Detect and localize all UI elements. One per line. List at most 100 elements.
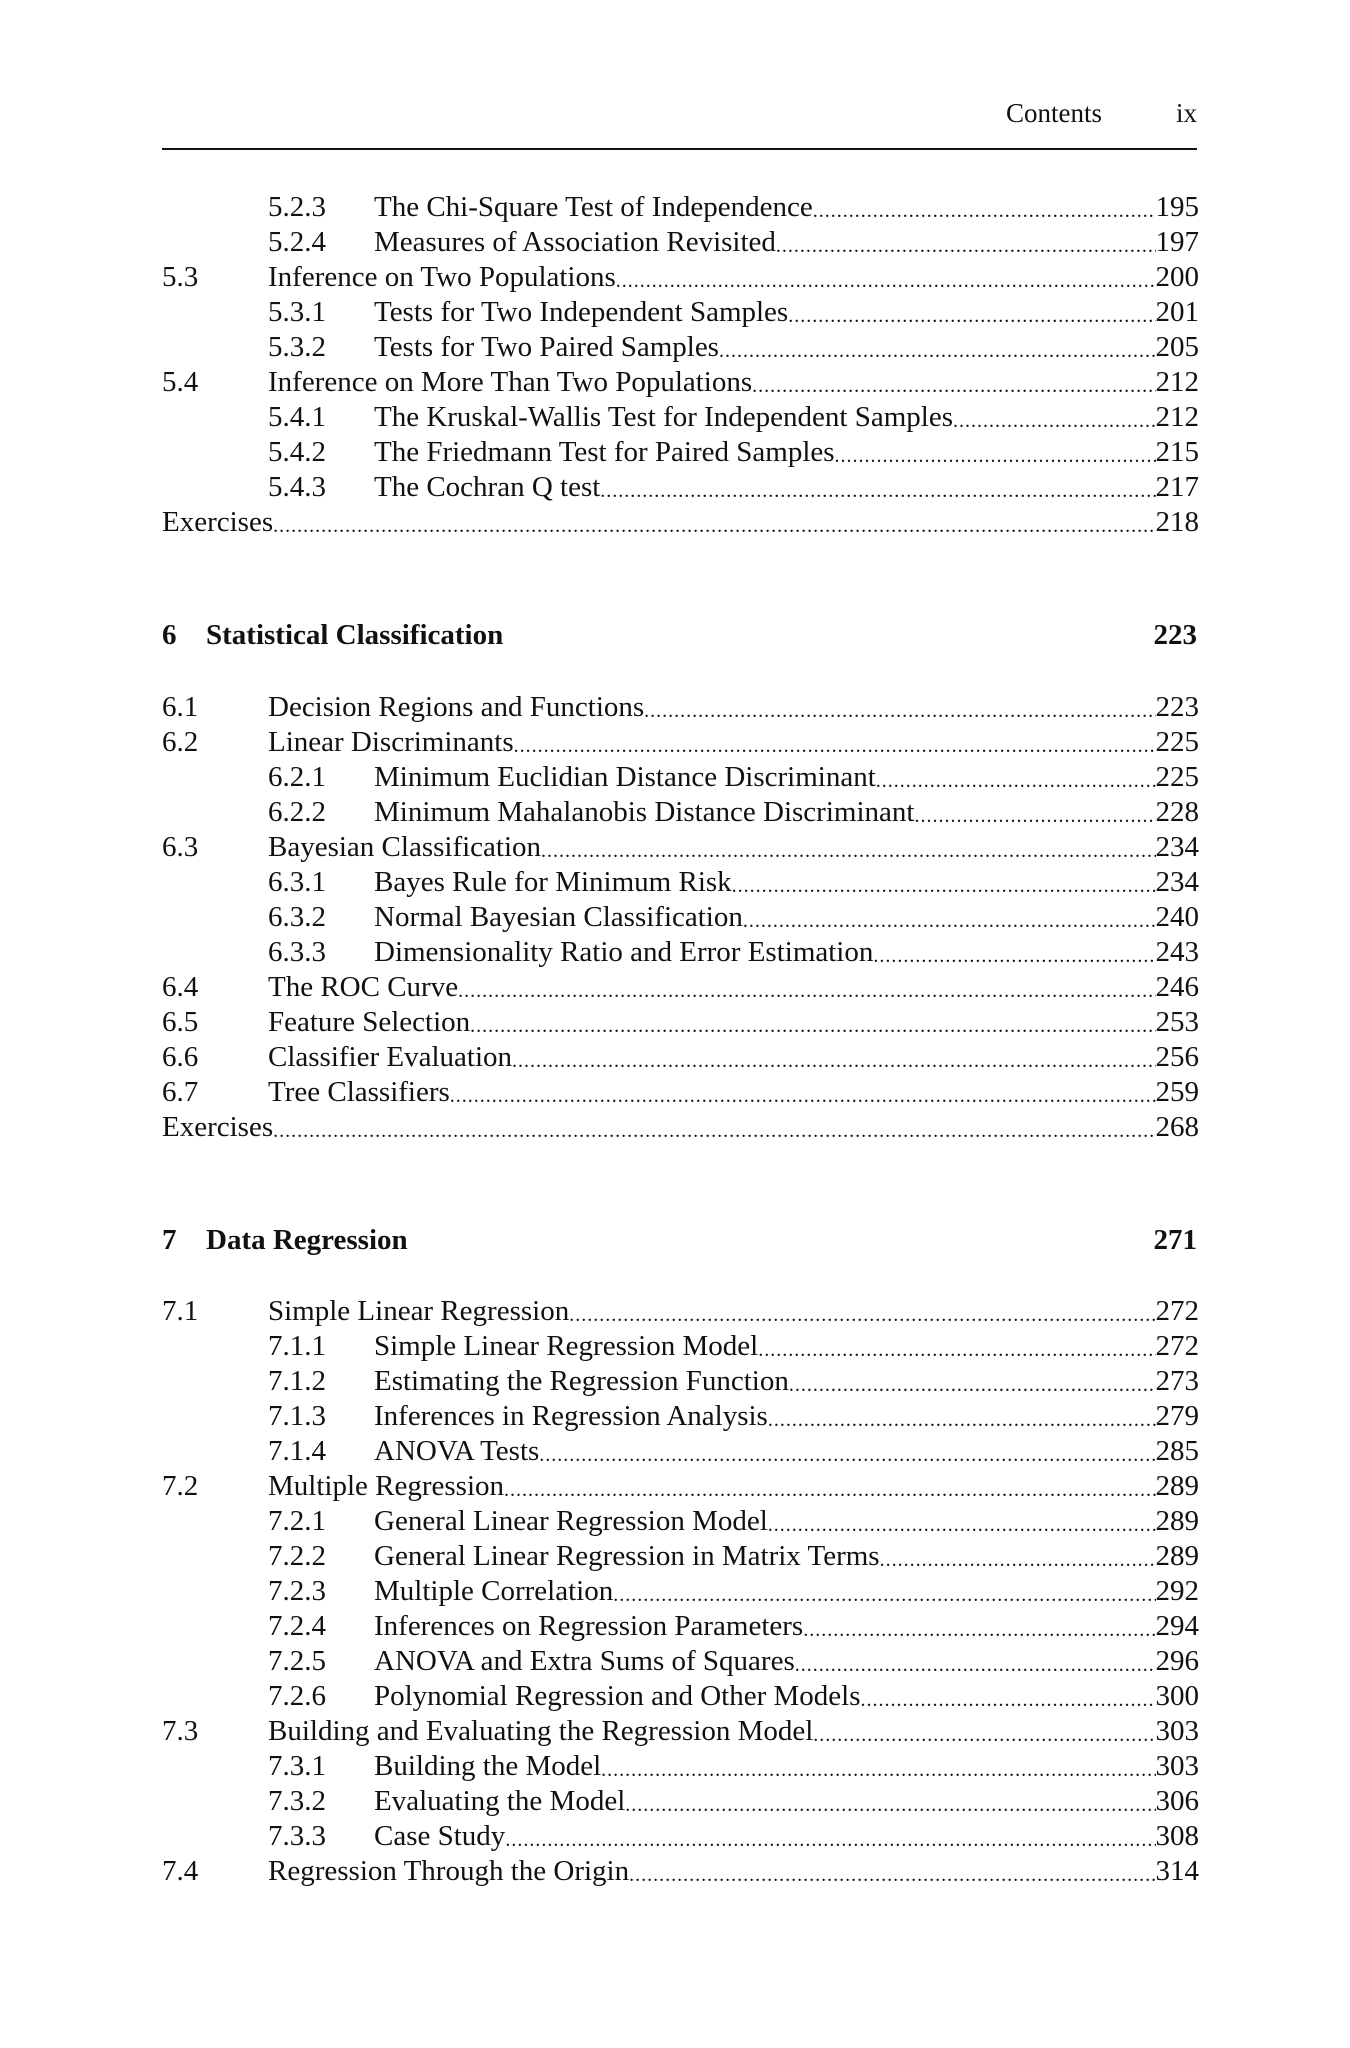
entry-number: 7.1.4 <box>268 1435 326 1467</box>
dot-leader <box>776 233 1156 260</box>
toc-entry[interactable]: 7.3.2 Evaluating the Model 306 <box>162 1784 1199 1819</box>
entry-number: 7.3.1 <box>268 1750 326 1782</box>
entry-body: Estimating the Regression Function 273 <box>374 1364 1199 1399</box>
toc-entry[interactable]: 7.3.3 Case Study 308 <box>162 1819 1199 1854</box>
toc-entry[interactable]: 7.1.3 Inferences in Regression Analysis 27… <box>162 1399 1199 1434</box>
chapter-heading[interactable]: 7 Data Regression 271 <box>162 1220 1197 1260</box>
dot-leader <box>813 198 1156 225</box>
toc-entry[interactable]: 5.4.3 The Cochran Q test 217 <box>162 470 1199 505</box>
entry-page: 303 <box>1155 1750 1200 1782</box>
toc-entry[interactable]: 7.2.6 Polynomial Regression and Other Mod… <box>162 1679 1199 1714</box>
entry-page: 289 <box>1155 1470 1200 1502</box>
toc-entry[interactable]: Exercises 268 <box>162 1110 1199 1145</box>
toc-entry[interactable]: 5.3 Inference on Two Populations 200 <box>162 260 1199 295</box>
entry-page: 243 <box>1155 936 1200 968</box>
entry-number: 5.4 <box>162 366 199 398</box>
entry-body: The Friedmann Test for Paired Samples 215 <box>374 435 1199 470</box>
entry-body: Simple Linear Regression Model 272 <box>374 1329 1199 1364</box>
toc-entry[interactable]: 5.3.2 Tests for Two Paired Samples 205 <box>162 330 1199 365</box>
toc-entry[interactable]: 6.5 Feature Selection 253 <box>162 1005 1199 1040</box>
toc-entry[interactable]: 5.2.4 Measures of Association Revisited 19… <box>162 225 1199 260</box>
toc-entry[interactable]: 7.2.5 ANOVA and Extra Sums of Squares 296 <box>162 1644 1199 1679</box>
entry-body: Minimum Mahalanobis Distance Discriminan… <box>374 795 1199 830</box>
toc-entry[interactable]: 7.3 Building and Evaluating the Regressio… <box>162 1714 1199 1749</box>
entry-body: Measures of Association Revisited 197 <box>374 225 1199 260</box>
entry-number: 7.3.2 <box>268 1785 326 1817</box>
running-header-section: Contents <box>1005 98 1102 128</box>
entry-title: ANOVA and Extra Sums of Squares <box>374 1645 795 1677</box>
entry-title: Case Study <box>374 1820 506 1852</box>
toc-entry[interactable]: 6.3.1 Bayes Rule for Minimum Risk 234 <box>162 865 1199 900</box>
entry-number: 7.2.6 <box>268 1680 326 1712</box>
toc-section-list: 5.2.3 The Chi-Square Test of Independence… <box>162 190 1199 540</box>
dot-leader <box>876 768 1156 795</box>
toc-entry[interactable]: 7.2.1 General Linear Regression Model 289 <box>162 1504 1199 1539</box>
chapter-heading[interactable]: 6 Statistical Classification 223 <box>162 615 1197 655</box>
entry-number: 5.2.4 <box>268 226 326 258</box>
toc-entry[interactable]: 6.7 Tree Classifiers 259 <box>162 1075 1199 1110</box>
toc-entry[interactable]: 6.2.2 Minimum Mahalanobis Distance Discri… <box>162 795 1199 830</box>
entry-body: Regression Through the Origin 314 <box>268 1854 1199 1889</box>
entry-page: 195 <box>1155 191 1200 223</box>
dot-leader <box>458 978 1155 1005</box>
toc-entry[interactable]: 6.3 Bayesian Classification 234 <box>162 830 1199 865</box>
entry-page: 200 <box>1155 261 1200 293</box>
entry-page: 256 <box>1155 1041 1200 1073</box>
entry-title: Inference on Two Populations <box>268 261 616 293</box>
toc-entry[interactable]: 5.2.3 The Chi-Square Test of Independence… <box>162 190 1199 225</box>
toc-entry[interactable]: 6.3.3 Dimensionality Ratio and Error Esti… <box>162 935 1199 970</box>
toc-entry[interactable]: 5.3.1 Tests for Two Independent Samples 20… <box>162 295 1199 330</box>
entry-body: Tests for Two Independent Samples 201 <box>374 295 1199 330</box>
toc-entry[interactable]: 7.2.4 Inferences on Regression Parameters… <box>162 1609 1199 1644</box>
entry-number: 6.2.1 <box>268 761 326 793</box>
entry-title: Tests for Two Independent Samples <box>374 296 789 328</box>
toc-entry[interactable]: 6.2 Linear Discriminants 225 <box>162 725 1199 760</box>
dot-leader <box>470 1013 1155 1040</box>
dot-leader <box>880 1547 1156 1574</box>
entry-number: 7.1.3 <box>268 1400 326 1432</box>
entry-number: 5.4.2 <box>268 436 326 468</box>
entry-title: The Friedmann Test for Paired Samples <box>374 436 835 468</box>
toc-entry[interactable]: 5.4.2 The Friedmann Test for Paired Sampl… <box>162 435 1199 470</box>
toc-entry[interactable]: 5.4 Inference on More Than Two Population… <box>162 365 1199 400</box>
toc-entry[interactable]: 7.2.2 General Linear Regression in Matrix… <box>162 1539 1199 1574</box>
entry-title: Estimating the Regression Function <box>374 1365 789 1397</box>
toc-entry[interactable]: 7.1.1 Simple Linear Regression Model 272 <box>162 1329 1199 1364</box>
toc-entry[interactable]: 6.1 Decision Regions and Functions 223 <box>162 690 1199 725</box>
dot-leader <box>539 1442 1155 1469</box>
entry-title: Linear Discriminants <box>268 726 514 758</box>
entry-body: Exercises 268 <box>162 1110 1199 1145</box>
toc-entry[interactable]: 7.4 Regression Through the Origin 314 <box>162 1854 1199 1889</box>
toc-entry[interactable]: Exercises 218 <box>162 505 1199 540</box>
entry-page: 212 <box>1155 366 1200 398</box>
entry-number: 7.1 <box>162 1295 199 1327</box>
toc-entry[interactable]: 7.3.1 Building the Model 303 <box>162 1749 1199 1784</box>
entry-title: Measures of Association Revisited <box>374 226 776 258</box>
entry-page: 294 <box>1155 1610 1200 1642</box>
entry-page: 240 <box>1155 901 1200 933</box>
entry-page: 308 <box>1155 1820 1200 1852</box>
entry-page: 296 <box>1155 1645 1200 1677</box>
entry-number: 6.2 <box>162 726 199 758</box>
entry-body: Exercises 218 <box>162 505 1199 540</box>
entry-number: 6.1 <box>162 691 199 723</box>
toc-entry[interactable]: 7.1.4 ANOVA Tests 285 <box>162 1434 1199 1469</box>
toc-entry[interactable]: 6.6 Classifier Evaluation 256 <box>162 1040 1199 1075</box>
toc-entry[interactable]: 7.2.3 Multiple Correlation 292 <box>162 1574 1199 1609</box>
toc-entry[interactable]: 6.4 The ROC Curve 246 <box>162 970 1199 1005</box>
entry-number: 6.6 <box>162 1041 199 1073</box>
dot-leader <box>768 1407 1156 1434</box>
toc-entry[interactable]: 7.1 Simple Linear Regression 272 <box>162 1294 1199 1329</box>
entry-number: 7.4 <box>162 1855 199 1887</box>
entry-page: 223 <box>1155 691 1200 723</box>
toc-entry[interactable]: 6.3.2 Normal Bayesian Classification 240 <box>162 900 1199 935</box>
toc-entry[interactable]: 7.2 Multiple Regression 289 <box>162 1469 1199 1504</box>
dot-leader <box>273 513 1155 540</box>
toc-entry[interactable]: 7.1.2 Estimating the Regression Function 2… <box>162 1364 1199 1399</box>
entry-number: 6.3.2 <box>268 901 326 933</box>
entry-body: Polynomial Regression and Other Models 30… <box>374 1679 1199 1714</box>
toc-entry[interactable]: 5.4.1 The Kruskal-Wallis Test for Indepen… <box>162 400 1199 435</box>
entry-title: The Kruskal-Wallis Test for Independent … <box>374 401 953 433</box>
entry-title: Inferences in Regression Analysis <box>374 1400 768 1432</box>
toc-entry[interactable]: 6.2.1 Minimum Euclidian Distance Discrimi… <box>162 760 1199 795</box>
